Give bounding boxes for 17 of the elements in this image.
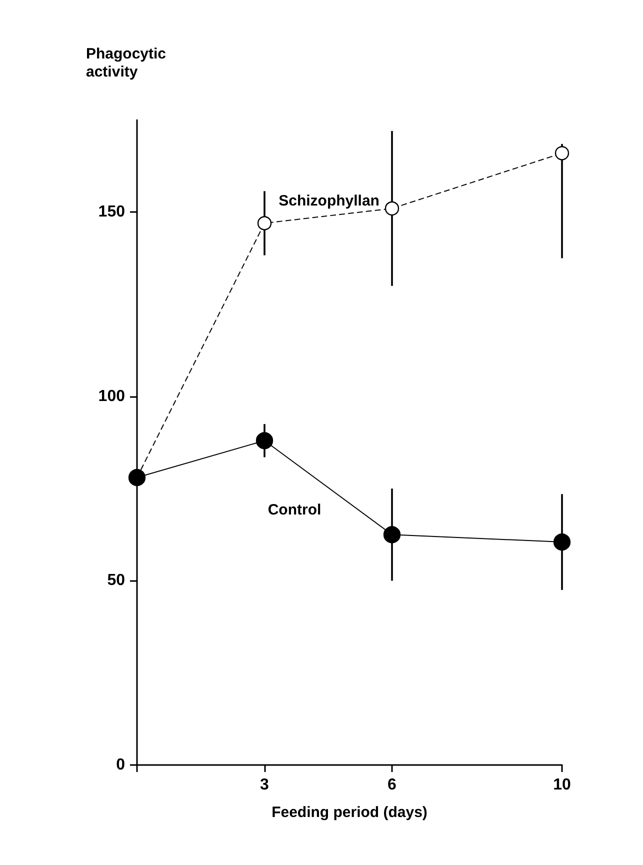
x-tick-label: 3 (260, 776, 270, 794)
point (554, 146, 570, 160)
point (256, 432, 274, 450)
y-tick-label: 0 (116, 756, 126, 774)
y-axis-title: Phagocytic activity (86, 46, 170, 80)
x-axis-title: Feeding period (days) (272, 804, 428, 821)
point (383, 526, 401, 544)
x-tick-label: 10 (553, 776, 571, 794)
series-label: Schizophyllan (278, 192, 380, 210)
x-tick-label: 6 (388, 776, 397, 794)
point (257, 216, 272, 230)
y-tick-label: 100 (98, 388, 126, 405)
y-tick-label: 50 (107, 572, 126, 590)
point (553, 533, 571, 551)
point (384, 201, 400, 216)
series-label: Control (268, 501, 322, 518)
y-tick-label: 150 (98, 204, 126, 221)
